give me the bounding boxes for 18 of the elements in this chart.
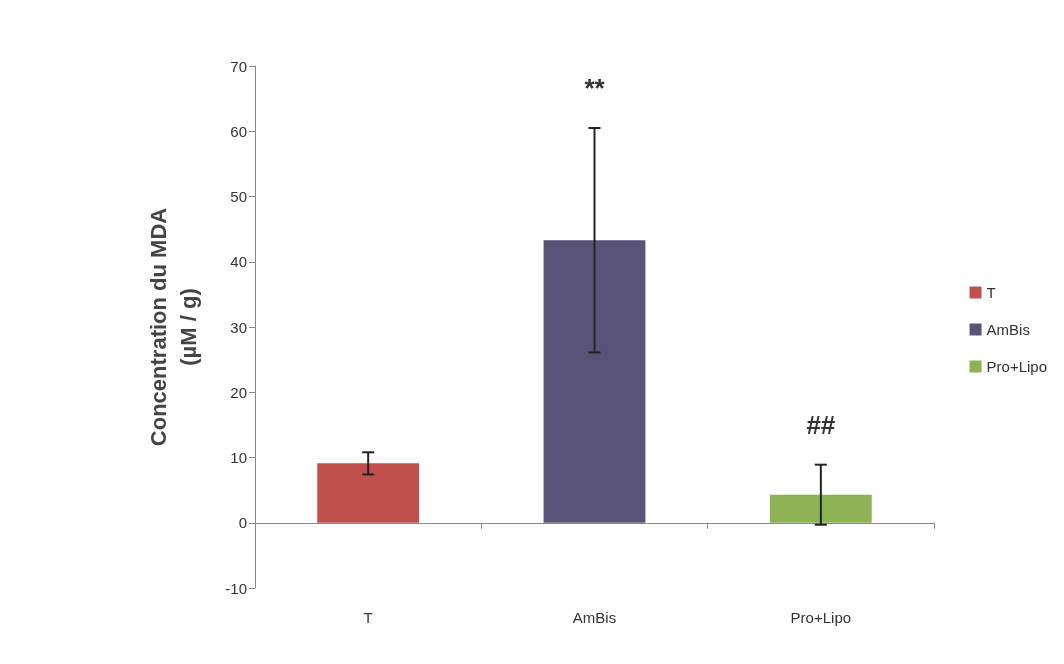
annotation: ** bbox=[584, 72, 606, 103]
y-tick-label: 20 bbox=[230, 383, 247, 401]
x-tick-label: Pro+Lipo bbox=[790, 609, 852, 626]
y-tick-label: 40 bbox=[230, 253, 247, 271]
y-tick-label: 0 bbox=[238, 514, 247, 532]
annotation: ## bbox=[806, 409, 836, 440]
legend-label: Pro+Lipo bbox=[986, 358, 1048, 375]
y-tick-label: -10 bbox=[225, 579, 247, 597]
y-axis-title: Concentration du MDA (µM / g) bbox=[145, 207, 201, 447]
y-tick-label: 50 bbox=[230, 188, 247, 205]
y-tick-label: 60 bbox=[230, 122, 247, 140]
legend-label: AmBis bbox=[986, 321, 1030, 338]
y-tick-label: 10 bbox=[230, 449, 247, 466]
x-tick-label: AmBis bbox=[572, 609, 617, 626]
y-tick-label: 30 bbox=[230, 318, 247, 336]
legend-label: T bbox=[986, 284, 996, 301]
y-tick-label: 70 bbox=[230, 57, 247, 75]
x-tick-label: T bbox=[363, 609, 373, 626]
